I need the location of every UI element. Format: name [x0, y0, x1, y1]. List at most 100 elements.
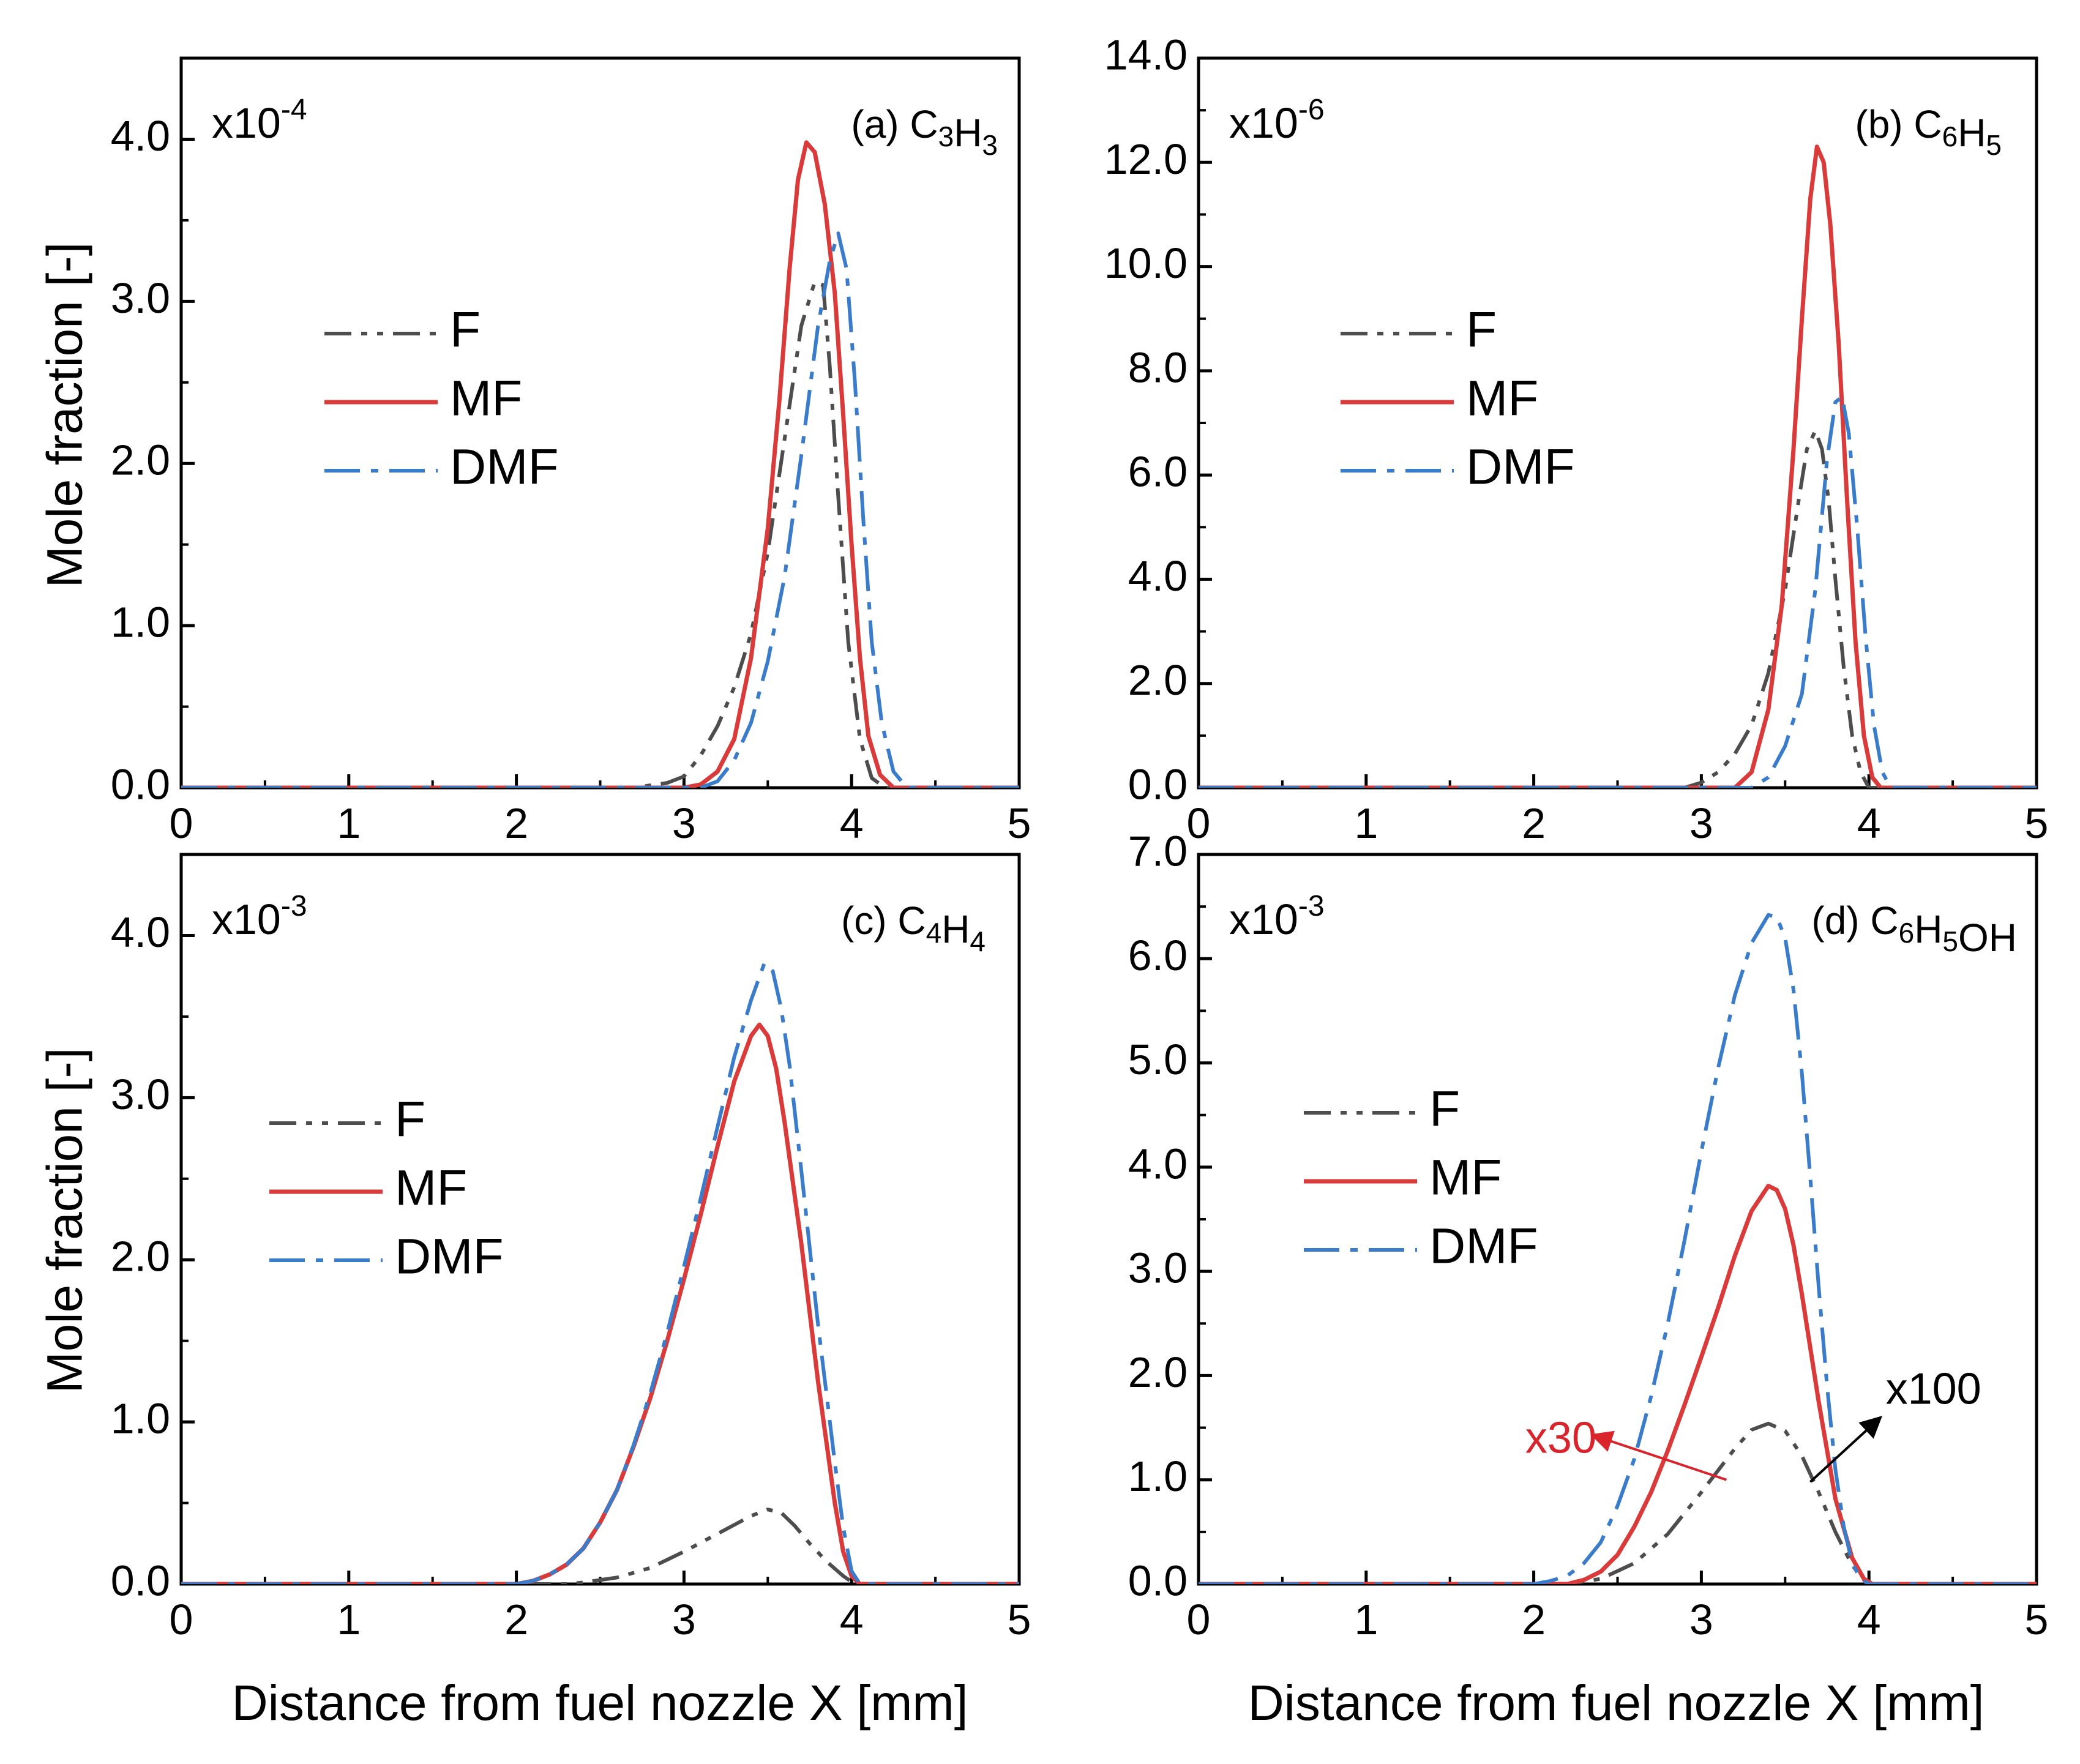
scale-multiplier-base: x10	[212, 99, 281, 147]
y-tick-label: 0.0	[111, 760, 170, 808]
y-tick-label: 4.0	[111, 908, 170, 956]
y-tick-label: 2.0	[1128, 656, 1188, 704]
panel-title: (a) C3H3	[851, 102, 998, 161]
y-tick-label: 0.0	[1128, 760, 1188, 808]
legend-label-f: F	[395, 1092, 425, 1148]
y-tick-label: 0.0	[111, 1557, 170, 1604]
legend-label-f: F	[1429, 1082, 1460, 1137]
x-tick-label: 4	[840, 1596, 864, 1643]
shared-xlabel-left: Distance from fuel nozzle X [mm]	[231, 1675, 968, 1731]
x-tick-label: 2	[1522, 1596, 1546, 1643]
y-tick-label: 14.0	[1104, 31, 1188, 78]
shared-xlabel-right: Distance from fuel nozzle X [mm]	[1248, 1675, 1984, 1731]
panel-letter: (c)	[841, 899, 897, 943]
series-line-dmf	[1199, 913, 2037, 1584]
species-symbol: H	[941, 907, 970, 951]
legend-label-mf: MF	[1429, 1150, 1502, 1206]
scale-multiplier: x10-3	[212, 890, 307, 943]
x-tick-label: 2	[1522, 799, 1546, 847]
x-tick-label: 0	[170, 1596, 193, 1643]
x-tick-label: 0	[1187, 1596, 1211, 1643]
species-subscript: 3	[982, 129, 998, 161]
y-tick-label: 0.0	[1128, 1557, 1188, 1604]
legend-label-dmf: DMF	[1429, 1219, 1538, 1274]
panel-d: 0 1 2 3 4 5 0.0 1.0 2.0 3.0 4.0 5.0 6.0 7.0 x10-3 (d) C…	[1128, 827, 2049, 1643]
x-tick-label: 4	[840, 799, 864, 847]
x-tick-label: 5	[1008, 1596, 1031, 1643]
annotation-label-x100: x100	[1886, 1365, 1981, 1414]
x-tick-label: 5	[2025, 1596, 2049, 1643]
legend-label-mf: MF	[450, 371, 522, 427]
panel-title: (c) C4H4	[841, 899, 986, 957]
species-symbol: C	[910, 102, 938, 146]
species-subscript: 5	[1986, 129, 2002, 161]
scale-multiplier: x10-4	[212, 94, 307, 147]
scale-multiplier: x10-6	[1229, 94, 1325, 147]
series-line-mf	[1199, 1184, 2037, 1584]
species-symbol: H	[954, 111, 982, 155]
y-tick-label: 2.0	[111, 436, 170, 484]
species-subscript: 3	[938, 121, 954, 152]
panel-letter: (d)	[1811, 899, 1870, 943]
scale-multiplier-exponent: -6	[1298, 94, 1325, 126]
species-subscript: 6	[1942, 121, 1958, 152]
annotation-label-x30: x30	[1525, 1414, 1596, 1463]
y-tick-label: 12.0	[1104, 135, 1188, 183]
x-tick-label: 4	[1857, 1596, 1881, 1643]
scale-multiplier-base: x10	[1229, 895, 1298, 943]
species-symbol: H	[1914, 907, 1942, 951]
series-line-mf	[1199, 144, 2037, 788]
y-tick-label: 3.0	[111, 1071, 170, 1118]
x-tick-label: 5	[1008, 799, 1031, 847]
species-symbol: C	[1914, 102, 1942, 146]
panel-letter: (a)	[851, 102, 910, 146]
legend-label-mf: MF	[1466, 371, 1538, 427]
panel-b: 0 1 2 3 4 5 0.0 2.0 4.0 6.0 8.0 10.0 12.0 14.0 x10-6 (b…	[1104, 31, 2049, 847]
y-tick-label: 6.0	[1128, 932, 1188, 979]
y-tick-label: 5.0	[1128, 1036, 1188, 1083]
series-line-mf	[181, 140, 1019, 788]
series-line-dmf	[1199, 395, 2037, 788]
x-tick-label: 2	[504, 799, 528, 847]
species-symbol: H	[1958, 111, 1986, 155]
y-tick-label: 10.0	[1104, 239, 1188, 287]
series-line-f	[181, 1508, 1019, 1584]
species-subscript: 4	[926, 917, 942, 949]
panel-title: (d) C6H5OH	[1811, 899, 2017, 960]
y-tick-label: 1.0	[1128, 1452, 1188, 1500]
y-tick-label: 1.0	[111, 599, 170, 646]
y-tick-label: 4.0	[1128, 1140, 1188, 1187]
y-tick-label: 8.0	[1128, 343, 1188, 391]
x-tick-label: 1	[337, 1596, 361, 1643]
species-symbol: C	[897, 899, 926, 943]
y-tick-label: 2.0	[1128, 1348, 1188, 1396]
series-line-dmf	[181, 961, 1019, 1584]
series-line-f	[1199, 428, 2037, 788]
x-tick-label: 3	[672, 799, 696, 847]
annotation-arrow	[1590, 1430, 1727, 1481]
y-tick-label: 7.0	[1128, 827, 1188, 875]
x-tick-label: 1	[1354, 799, 1378, 847]
scale-multiplier-exponent: -3	[281, 890, 307, 922]
legend-label-f: F	[450, 302, 481, 358]
x-tick-label: 3	[1689, 799, 1713, 847]
legend-label-dmf: DMF	[1466, 439, 1575, 495]
scale-multiplier: x10-3	[1229, 890, 1325, 943]
species-subscript: 4	[970, 925, 986, 957]
species-subscript: 6	[1899, 917, 1915, 949]
species-subscript: 5	[1942, 925, 1958, 957]
y-tick-label: 1.0	[111, 1395, 170, 1443]
x-tick-label: 5	[2025, 799, 2049, 847]
y-tick-label: 2.0	[111, 1233, 170, 1280]
panel-title: (b) C6H5	[1855, 102, 2002, 161]
species-symbol: C	[1870, 899, 1898, 943]
y-tick-label: 3.0	[111, 274, 170, 322]
x-tick-label: 1	[1354, 1596, 1378, 1643]
legend-label-dmf: DMF	[395, 1229, 504, 1285]
x-tick-label: 3	[1689, 1596, 1713, 1643]
y-tick-label: 3.0	[1128, 1244, 1188, 1292]
